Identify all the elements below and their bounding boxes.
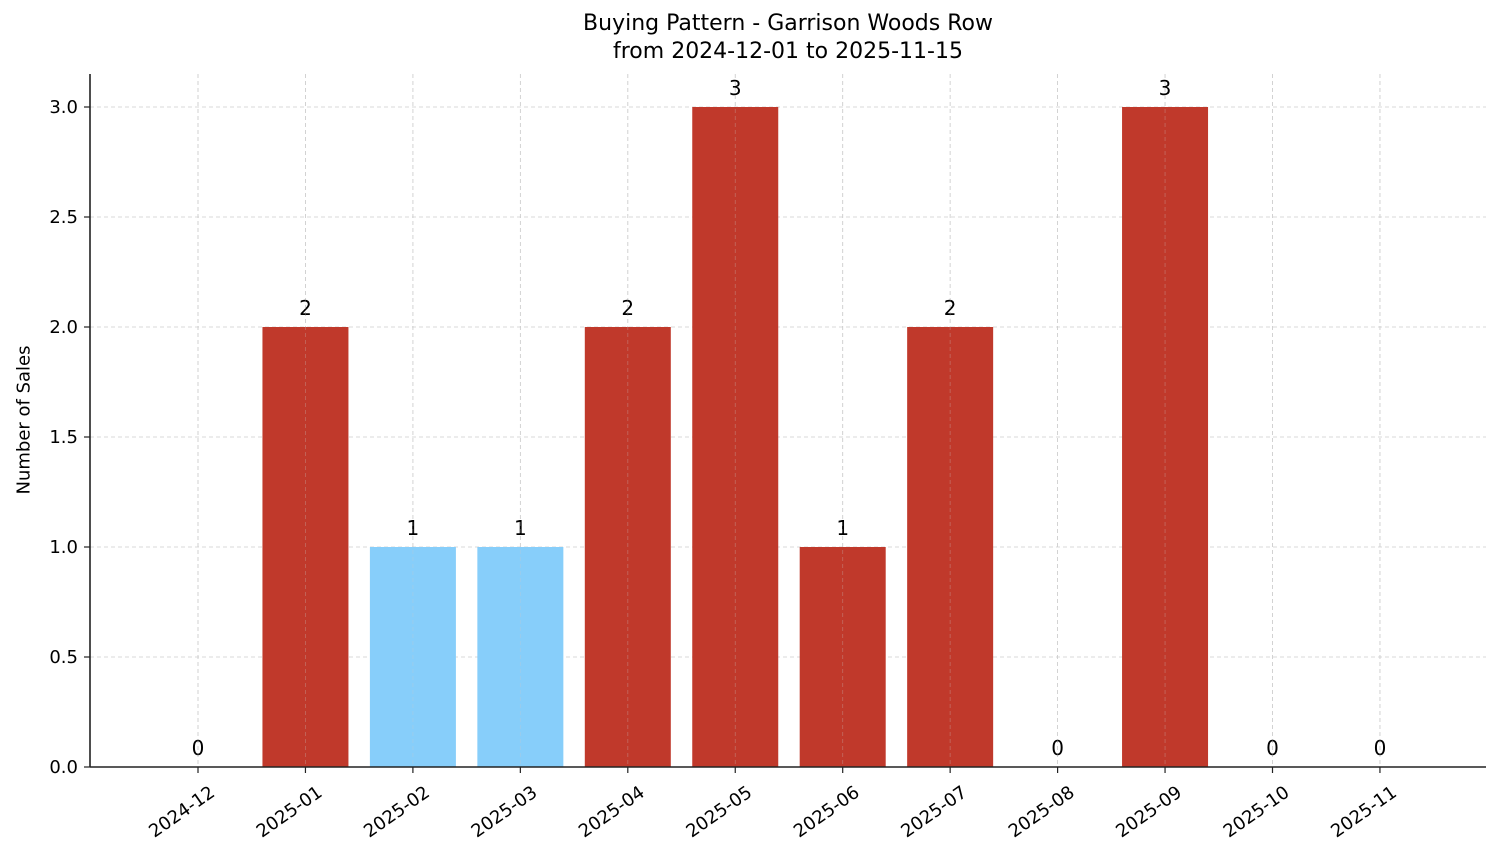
bar-value-label: 1 bbox=[514, 516, 527, 540]
y-tick-label: 2.0 bbox=[49, 317, 78, 338]
x-tick-label: 2025-06 bbox=[790, 782, 864, 842]
bar bbox=[369, 547, 456, 767]
x-tick-label: 2025-08 bbox=[1005, 782, 1079, 842]
x-tick-label: 2025-07 bbox=[897, 782, 971, 842]
bar-value-label: 0 bbox=[1051, 736, 1064, 760]
bar bbox=[477, 547, 564, 767]
chart-subtitle: from 2024-12-01 to 2025-11-15 bbox=[613, 39, 963, 64]
y-tick-label: 2.5 bbox=[49, 207, 78, 228]
y-tick-label: 1.5 bbox=[49, 427, 78, 448]
bar bbox=[692, 107, 779, 767]
bar bbox=[907, 327, 994, 767]
bar-value-label: 0 bbox=[192, 736, 205, 760]
bar-value-label: 2 bbox=[621, 296, 634, 320]
x-tick-label: 2025-03 bbox=[468, 782, 542, 842]
y-tick-label: 0.0 bbox=[49, 757, 78, 778]
bar-value-label: 0 bbox=[1374, 736, 1387, 760]
bar bbox=[262, 327, 349, 767]
bar bbox=[799, 547, 886, 767]
x-tick-label: 2025-10 bbox=[1220, 782, 1294, 842]
bar-value-label: 3 bbox=[729, 76, 742, 100]
x-tick-label: 2025-11 bbox=[1327, 782, 1401, 842]
bar-value-label: 2 bbox=[299, 296, 312, 320]
bar-value-label: 1 bbox=[836, 516, 849, 540]
x-tick-label: 2025-05 bbox=[682, 782, 756, 842]
bar-value-label: 3 bbox=[1159, 76, 1172, 100]
chart-title: Buying Pattern - Garrison Woods Row bbox=[583, 11, 993, 36]
bar-value-label: 1 bbox=[407, 516, 420, 540]
x-tick-label: 2024-12 bbox=[145, 782, 219, 842]
bar-value-label: 2 bbox=[944, 296, 957, 320]
y-tick-label: 1.0 bbox=[49, 537, 78, 558]
x-tick-label: 2025-02 bbox=[360, 782, 434, 842]
y-tick-label: 3.0 bbox=[49, 97, 78, 118]
y-tick-label: 0.5 bbox=[49, 647, 78, 668]
x-tick-label: 2025-09 bbox=[1112, 782, 1186, 842]
x-tick-label: 2025-04 bbox=[575, 782, 649, 842]
bar bbox=[1122, 107, 1209, 767]
x-tick-label: 2025-01 bbox=[253, 782, 327, 842]
bar-value-label: 0 bbox=[1266, 736, 1279, 760]
bar bbox=[584, 327, 671, 767]
